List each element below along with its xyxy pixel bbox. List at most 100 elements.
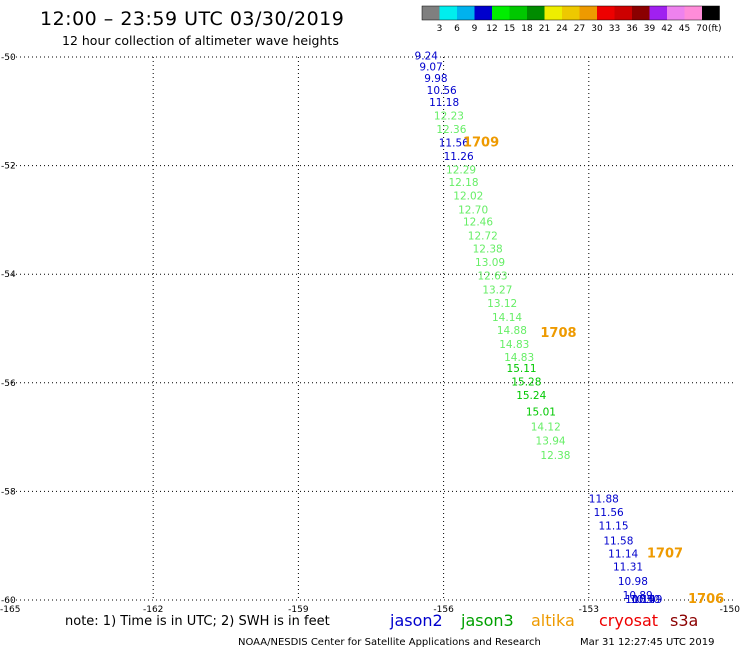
satellite-legend: jason2 jason3 altika cryosat s3a bbox=[389, 611, 698, 630]
colorbar-label: 15 bbox=[504, 24, 515, 34]
plot-grid bbox=[8, 56, 734, 601]
wave-height-value: 15.11 bbox=[507, 363, 537, 375]
colorbar-swatch bbox=[614, 6, 632, 20]
y-tick-label: -56 bbox=[1, 379, 16, 389]
x-tick-label: -153 bbox=[579, 605, 599, 615]
wave-height-value: 12.23 bbox=[434, 110, 464, 122]
wave-height-value: 10.50 bbox=[630, 594, 660, 606]
colorbar-swatch bbox=[579, 6, 597, 20]
colorbar-swatch bbox=[632, 6, 650, 20]
colorbar-label: 21 bbox=[539, 24, 550, 34]
wave-height-value: 14.14 bbox=[492, 312, 522, 324]
wave-height-value: 10.49 bbox=[632, 594, 662, 606]
wave-height-value: 12.02 bbox=[453, 190, 483, 202]
wave-height-value: 9.24 bbox=[415, 51, 439, 63]
wave-height-value: 13.94 bbox=[536, 436, 566, 448]
pass-number-label: 1709 bbox=[463, 136, 499, 151]
colorbar-border bbox=[421, 5, 720, 21]
wave-height-value: 10.16 bbox=[625, 594, 655, 606]
colorbar-label: 70 bbox=[696, 24, 708, 34]
pass-number-label: 1708 bbox=[540, 326, 576, 341]
colorbar-swatch bbox=[702, 6, 720, 20]
colorbar-swatch bbox=[492, 6, 510, 20]
colorbar-label: 12 bbox=[486, 24, 497, 34]
wave-height-value: 13.09 bbox=[475, 257, 505, 269]
colorbar-swatch bbox=[527, 6, 545, 20]
wave-height-value: 11.58 bbox=[603, 536, 633, 548]
chart-subtitle: 12 hour collection of altimeter wave hei… bbox=[62, 33, 339, 48]
wave-height-value: 10.89 bbox=[623, 590, 653, 602]
colorbar-label: 36 bbox=[626, 24, 638, 34]
wave-height-value: 11.88 bbox=[589, 493, 619, 505]
colorbar-swatch bbox=[422, 6, 440, 20]
wave-height-value: 11.18 bbox=[429, 97, 459, 109]
wave-height-value: 11.56 bbox=[594, 507, 624, 519]
wave-height-value: 15.24 bbox=[516, 390, 546, 402]
colorbar-label: 45 bbox=[679, 24, 690, 34]
x-tick-label: -150 bbox=[720, 605, 740, 615]
wave-height-value: 12.46 bbox=[463, 216, 493, 228]
colorbar-swatch bbox=[562, 6, 580, 20]
wave-height-value: 11.15 bbox=[598, 520, 628, 532]
axis-ticks: -165 -162 -159 -156 -153 -150 -50 -52 -54 -56 -58 -… bbox=[0, 53, 740, 615]
wave-height-value: 12.63 bbox=[477, 271, 507, 283]
wave-height-value: 12.38 bbox=[473, 243, 503, 255]
wave-height-value: 12.38 bbox=[540, 450, 570, 462]
colorbar-unit: (ft) bbox=[708, 24, 722, 34]
legend-altika: altika bbox=[531, 611, 575, 630]
wave-height-value: 13.12 bbox=[487, 298, 517, 310]
wave-height-value: 11.56 bbox=[439, 138, 469, 150]
color-scale-legend: 3 6 9 12 15 18 21 24 27 30 33 36 39 42 45 70 (ft) bbox=[421, 5, 722, 34]
pass-annotations: 1709 1708 1707 1706 bbox=[463, 136, 724, 607]
legend-jason2: jason2 bbox=[389, 611, 443, 630]
colorbar-swatch bbox=[474, 6, 492, 20]
colorbar-swatch bbox=[439, 6, 457, 20]
legend-cryosat: cryosat bbox=[599, 611, 658, 630]
y-tick-label: -58 bbox=[1, 487, 16, 497]
wave-height-value: 9.98 bbox=[424, 73, 447, 85]
wave-height-value: 10.98 bbox=[618, 576, 648, 588]
wave-height-value: 11.14 bbox=[608, 549, 638, 561]
colorbar-label: 30 bbox=[591, 24, 603, 34]
pass-number-label: 1706 bbox=[688, 592, 724, 607]
wave-height-value: 11.31 bbox=[613, 562, 643, 574]
wave-height-value: 15.01 bbox=[526, 406, 556, 418]
wave-height-value: 12.29 bbox=[446, 165, 476, 177]
x-tick-label: -162 bbox=[143, 605, 163, 615]
colorbar-swatch bbox=[649, 6, 667, 20]
colorbar-label: 39 bbox=[644, 24, 656, 34]
colorbar-swatch bbox=[544, 6, 562, 20]
colorbar-label: 18 bbox=[521, 24, 533, 34]
pass-number-label: 1707 bbox=[647, 547, 683, 562]
wave-height-value: 12.18 bbox=[448, 177, 478, 189]
y-tick-label: -52 bbox=[1, 162, 16, 172]
wave-height-value: 13.27 bbox=[482, 285, 512, 297]
y-tick-label: -60 bbox=[1, 596, 16, 606]
colorbar-label: 24 bbox=[556, 24, 568, 34]
colorbar-label: 27 bbox=[574, 24, 585, 34]
wave-height-value: 14.83 bbox=[504, 352, 534, 364]
colorbar-label: 42 bbox=[661, 24, 672, 34]
colorbar-swatch bbox=[509, 6, 527, 20]
y-tick-label: -50 bbox=[1, 53, 16, 63]
wave-height-value: 12.70 bbox=[458, 204, 488, 216]
y-tick-label: -54 bbox=[1, 270, 16, 280]
colorbar-swatch bbox=[597, 6, 615, 20]
wave-height-value: 15.28 bbox=[511, 377, 541, 389]
credit-text: NOAA/NESDIS Center for Satellite Applica… bbox=[238, 637, 541, 648]
wave-height-value: 14.12 bbox=[531, 422, 561, 434]
x-tick-label: -156 bbox=[433, 605, 454, 615]
x-tick-label: -159 bbox=[288, 605, 309, 615]
colorbar-label: 3 bbox=[437, 24, 443, 34]
colorbar-label: 9 bbox=[472, 24, 478, 34]
colorbar-swatch bbox=[667, 6, 685, 20]
wave-height-value: 10.56 bbox=[427, 85, 457, 97]
legend-s3a: s3a bbox=[670, 611, 698, 630]
wave-height-value: 14.88 bbox=[497, 325, 527, 337]
colorbar-swatch bbox=[684, 6, 702, 20]
colorbar-swatch bbox=[457, 6, 475, 20]
colorbar-label: 33 bbox=[609, 24, 620, 34]
legend-jason3: jason3 bbox=[460, 611, 514, 630]
wave-height-labels: 9.249.079.9810.5611.1811.5611.2611.8811.… bbox=[415, 51, 663, 606]
